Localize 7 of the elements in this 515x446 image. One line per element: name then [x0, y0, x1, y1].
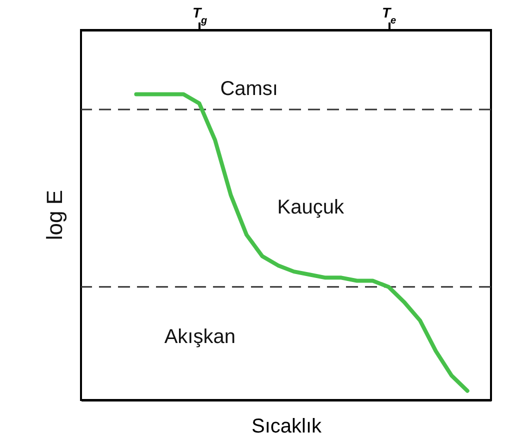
- x-axis-title: Sıcaklık: [251, 416, 323, 438]
- x-tick-label: T$_{e}$: [382, 4, 396, 26]
- annotation: Kauçuk: [277, 196, 345, 219]
- annotation: Camsı: [220, 78, 278, 100]
- annotation: Akışkan: [164, 326, 236, 348]
- x-tick-label: T$_{g}$: [192, 4, 208, 26]
- y-axis-title: log E: [42, 190, 67, 240]
